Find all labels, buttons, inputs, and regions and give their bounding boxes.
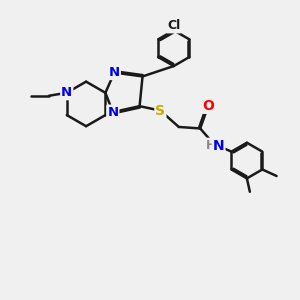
Text: S: S	[155, 103, 165, 118]
Text: O: O	[202, 99, 214, 113]
Text: N: N	[61, 86, 72, 99]
Text: Cl: Cl	[167, 20, 180, 32]
Text: N: N	[213, 139, 224, 153]
Text: H: H	[206, 139, 215, 152]
Text: N: N	[109, 66, 120, 79]
Text: N: N	[107, 106, 118, 118]
